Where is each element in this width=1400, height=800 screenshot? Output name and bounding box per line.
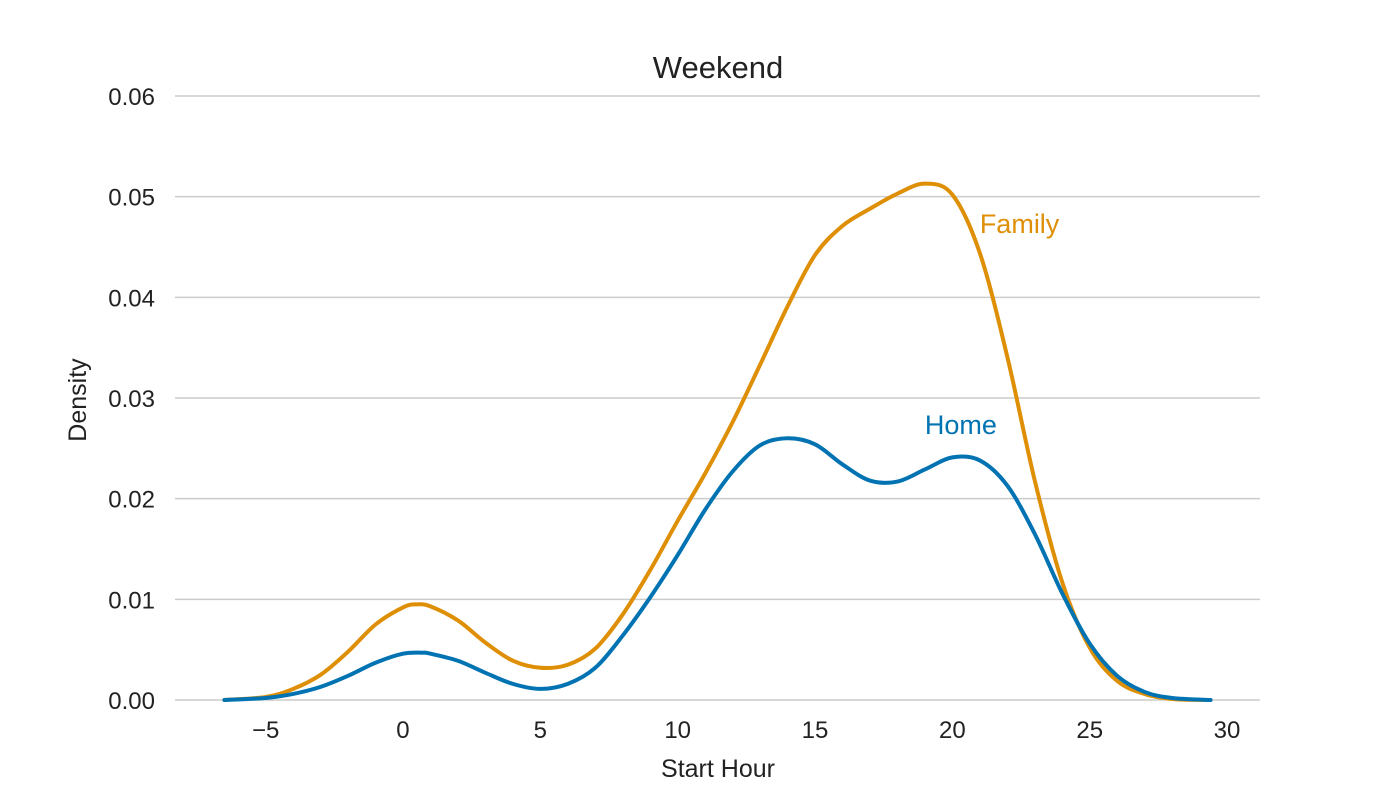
y-axis-ticks: 0.00 0.01 0.02 0.03 0.04 0.05 0.06 [108, 84, 155, 715]
x-tick-label: 20 [939, 717, 966, 744]
x-tick-label: 30 [1214, 717, 1241, 744]
x-tick-label: 5 [534, 717, 547, 744]
y-tick-label: 0.02 [108, 487, 155, 514]
series-label-family: Family [980, 209, 1060, 239]
x-axis-label: Start Hour [661, 755, 775, 783]
x-tick-label: 15 [802, 717, 829, 744]
y-tick-label: 0.00 [108, 688, 155, 715]
series-group: Family Home [222, 181, 1213, 702]
x-tick-label: −5 [252, 717, 279, 744]
series-line-family [222, 181, 1208, 702]
y-tick-label: 0.04 [108, 285, 155, 312]
chart-title: Weekend [653, 50, 783, 85]
x-tick-label: 25 [1076, 717, 1103, 744]
series-line-home [222, 436, 1213, 702]
series-label-home: Home [925, 410, 997, 440]
y-axis-label: Density [64, 358, 92, 442]
x-tick-label: 10 [664, 717, 691, 744]
y-tick-label: 0.05 [108, 185, 155, 212]
y-tick-label: 0.01 [108, 587, 155, 614]
grid-lines [175, 95, 1260, 701]
y-tick-label: 0.03 [108, 386, 155, 413]
x-axis-ticks: −5 0 5 10 15 20 25 30 [252, 717, 1240, 744]
x-tick-label: 0 [396, 717, 409, 744]
y-tick-label: 0.06 [108, 84, 155, 111]
